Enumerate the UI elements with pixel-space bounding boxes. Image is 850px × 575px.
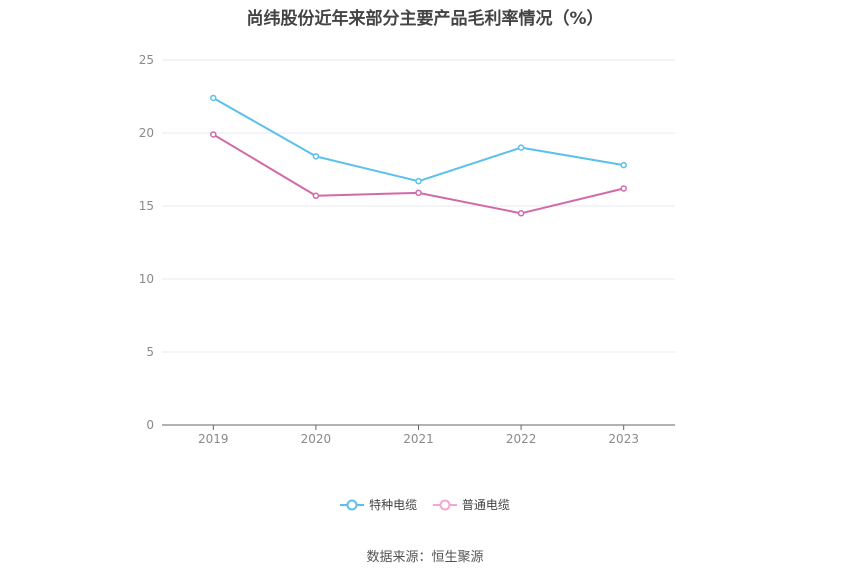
legend-marker-icon (340, 499, 365, 510)
series (210, 94, 627, 217)
series-line-2 (212, 133, 624, 215)
x-tick-label: 2019 (198, 432, 229, 446)
y-tick-label: 15 (139, 199, 154, 213)
y-tick-label: 0 (146, 418, 154, 432)
legend-label-series-1: 特种电缆 (369, 498, 418, 512)
data-point[interactable] (620, 185, 627, 192)
data-point[interactable] (210, 94, 217, 102)
x-tick-label: 2023 (608, 432, 639, 446)
source-note: 数据来源：恒生聚源 (366, 550, 484, 565)
grid-lines (162, 59, 675, 353)
legend-marker-icon (432, 499, 457, 510)
x-tick-label: 2021 (403, 432, 434, 446)
x-tick-label: 2020 (301, 432, 332, 446)
legend-item-series-1[interactable]: 特种电缆 (340, 496, 417, 513)
data-point[interactable] (415, 177, 422, 185)
legend: 特种电缆 普通电缆 (0, 496, 850, 514)
data-point[interactable] (312, 192, 320, 200)
y-tick-label: 20 (139, 126, 154, 140)
legend-item-series-2[interactable]: 普通电缆 (432, 496, 510, 513)
legend-label-series-2: 普通电缆 (461, 498, 510, 512)
y-tick-label: 5 (146, 345, 154, 359)
y-tick-label: 10 (139, 272, 154, 286)
data-point[interactable] (620, 161, 627, 169)
x-tick-label: 2022 (506, 432, 537, 446)
chart-title: 尚纬股份近年来部分主要产品毛利率情况（%） (246, 9, 604, 29)
data-point[interactable] (415, 189, 422, 197)
axes: 0 5 10 15 20 25 2019 2020 2021 2022 2023 (139, 53, 675, 446)
data-point[interactable] (517, 144, 525, 151)
series-line-1 (212, 97, 624, 183)
data-point[interactable] (312, 153, 320, 160)
y-tick-label: 25 (139, 53, 154, 67)
data-point[interactable] (517, 210, 525, 217)
data-point[interactable] (210, 131, 217, 138)
